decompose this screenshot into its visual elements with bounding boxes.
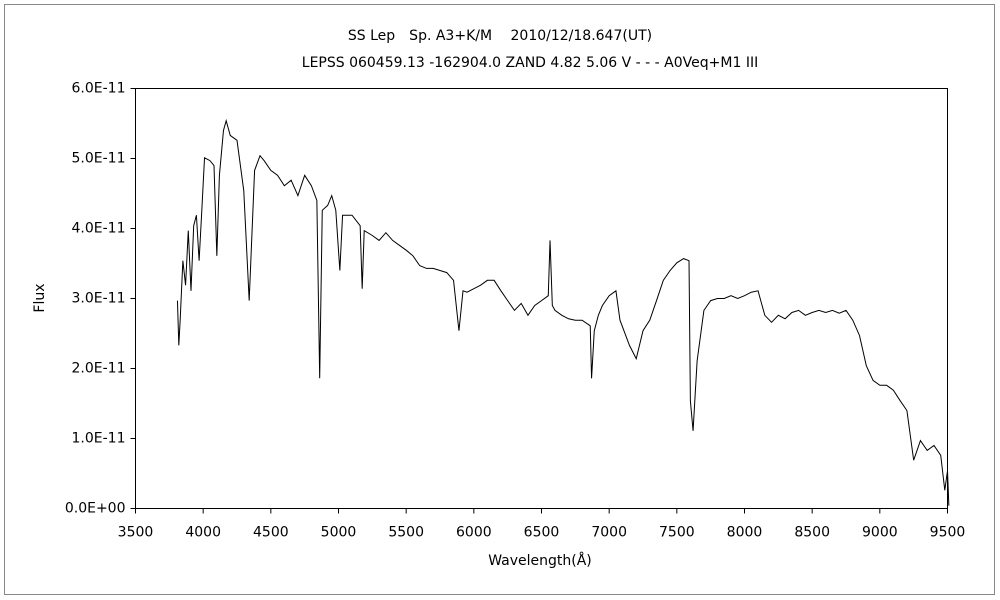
x-tick-label: 6500 bbox=[524, 525, 560, 541]
x-tick-label: 3500 bbox=[118, 525, 154, 541]
x-tick-label: 9000 bbox=[862, 525, 898, 541]
y-tick-label: 5.0E-11 bbox=[72, 151, 126, 167]
x-tick-label: 5500 bbox=[388, 525, 424, 541]
x-tick-label: 8500 bbox=[794, 525, 830, 541]
y-tick-label: 0.0E+00 bbox=[65, 501, 126, 517]
chart-subtitle: LEPSS 060459.13 -162904.0 ZAND 4.82 5.06… bbox=[302, 55, 758, 71]
y-tick-label: 1.0E-11 bbox=[72, 431, 126, 447]
y-axis-label: Flux bbox=[32, 283, 48, 312]
x-tick-label: 9500 bbox=[930, 525, 966, 541]
x-axis-label: Wavelength(Å) bbox=[488, 552, 592, 569]
x-tick-label: 7000 bbox=[591, 525, 627, 541]
y-tick-label: 3.0E-11 bbox=[72, 291, 126, 307]
y-tick-label: 6.0E-11 bbox=[72, 81, 126, 97]
x-tick-label: 7500 bbox=[659, 525, 695, 541]
x-tick-label: 6000 bbox=[456, 525, 492, 541]
chart-border bbox=[4, 4, 995, 595]
y-tick-label: 4.0E-11 bbox=[72, 221, 126, 237]
y-tick-label: 2.0E-11 bbox=[72, 361, 126, 377]
x-tick-label: 8000 bbox=[727, 525, 763, 541]
x-tick-label: 4500 bbox=[253, 525, 289, 541]
spectrum-line bbox=[176, 118, 950, 506]
x-tick-label: 5000 bbox=[321, 525, 357, 541]
chart-title: SS Lep Sp. A3+K/M 2010/12/18.647(UT) bbox=[348, 28, 652, 44]
x-tick-label: 4000 bbox=[185, 525, 221, 541]
